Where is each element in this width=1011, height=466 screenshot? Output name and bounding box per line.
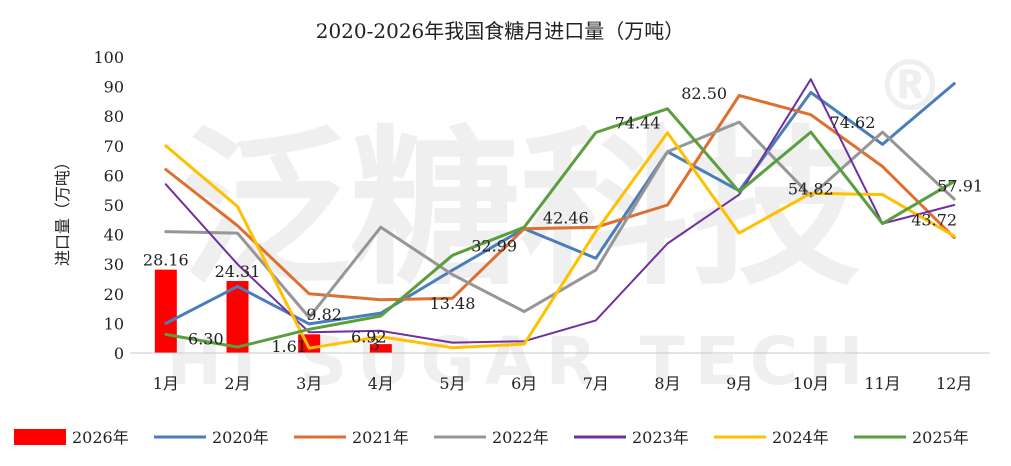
legend-item-2022年: 2022年 — [434, 428, 549, 447]
data-label: 9.82 — [306, 305, 342, 324]
axes-layer: 0 10 20 30 40 50 60 70 80 90 100 1月 2月 3月 4月 5月 6月 7月 8月 9月… — [93, 48, 990, 393]
legend-label: 2023年 — [632, 428, 689, 447]
series-line-2021年 — [164, 94, 956, 302]
y-tick-label: 40 — [104, 226, 124, 245]
y-tick-label: 10 — [104, 314, 124, 333]
y-tick-label: 100 — [93, 48, 124, 67]
data-labels-layer: 28.16 24.31 9.82 6.30 1.61 6.923 13.48 32.99 42.… — [143, 84, 983, 356]
data-label: 82.50 — [681, 84, 727, 103]
x-tick-label: 1月 — [153, 374, 179, 393]
watermark-cn: 泛糖科技 — [180, 111, 860, 309]
data-label: 74.62 — [830, 113, 876, 132]
data-label: 6.92 — [351, 328, 387, 347]
y-tick-label: 80 — [104, 107, 124, 126]
watermark-mark: ® — [875, 45, 945, 127]
data-label: 32.99 — [471, 236, 517, 255]
y-tick-label: 30 — [104, 255, 124, 274]
bar-2026年-4月 — [369, 344, 392, 353]
data-label: 24.31 — [215, 262, 261, 281]
series-line-2023年 — [164, 78, 956, 344]
legend: 2026年 2020年 2021年 2022年 2023年 2024年 2025年 — [14, 428, 969, 447]
x-tick-label: 3月 — [296, 374, 322, 393]
legend-label: 2020年 — [212, 428, 269, 447]
x-tick-label: 11月 — [864, 374, 900, 393]
data-label: 13.48 — [430, 294, 476, 313]
series-line-2024年 — [164, 131, 956, 350]
legend-item-2020年: 2020年 — [154, 428, 269, 447]
legend-swatch — [14, 429, 66, 445]
bar-2026年-2月 — [226, 281, 249, 353]
data-label: 3 — [370, 335, 380, 354]
lines-layer — [164, 78, 956, 350]
legend-item-2021年: 2021年 — [294, 428, 409, 447]
series-line-2022年 — [164, 120, 956, 319]
x-tick-label: 12月 — [936, 374, 972, 393]
watermark: 泛糖科技 HI SUGAR TECH ® — [167, 45, 945, 400]
x-tick-label: 4月 — [368, 374, 394, 393]
legend-label: 2022年 — [492, 428, 549, 447]
y-tick-label: 60 — [104, 166, 124, 185]
data-label: 1.61 — [271, 337, 307, 356]
legend-item-2024年: 2024年 — [714, 428, 829, 447]
legend-label: 2025年 — [912, 428, 969, 447]
bar-2026年-1月 — [154, 269, 177, 353]
y-tick-label: 20 — [104, 285, 124, 304]
legend-item-2023年: 2023年 — [574, 428, 689, 447]
data-label: 43.72 — [911, 211, 957, 230]
data-label: 28.16 — [143, 251, 189, 270]
data-label: 42.46 — [543, 208, 589, 227]
data-label: 54.82 — [788, 180, 834, 199]
x-tick-label: 6月 — [511, 374, 537, 393]
legend-label: 2021年 — [352, 428, 409, 447]
data-label: 57.91 — [937, 177, 983, 196]
y-tick-label: 50 — [104, 196, 124, 215]
x-tick-label: 7月 — [583, 374, 609, 393]
legend-label: 2026年 — [72, 428, 129, 447]
y-tick-label: 90 — [104, 78, 124, 97]
x-tick-label: 9月 — [726, 374, 752, 393]
x-tick-label: 2月 — [224, 374, 250, 393]
y-axis-label: 进口量（万吨） — [53, 154, 72, 266]
y-tick-label: 0 — [114, 344, 124, 363]
legend-label: 2024年 — [772, 428, 829, 447]
data-label: 74.44 — [615, 114, 661, 133]
data-label: 6.30 — [188, 329, 224, 348]
series-line-2025年 — [164, 107, 956, 349]
y-tick-label: 70 — [104, 137, 124, 156]
legend-item-2026年: 2026年 — [14, 428, 129, 447]
legend-item-2025年: 2025年 — [854, 428, 969, 447]
x-tick-label: 5月 — [439, 374, 465, 393]
x-tick-label: 10月 — [793, 374, 829, 393]
chart-title: 2020-2026年我国食糖月进口量（万吨） — [316, 19, 685, 43]
x-tick-label: 8月 — [654, 374, 680, 393]
